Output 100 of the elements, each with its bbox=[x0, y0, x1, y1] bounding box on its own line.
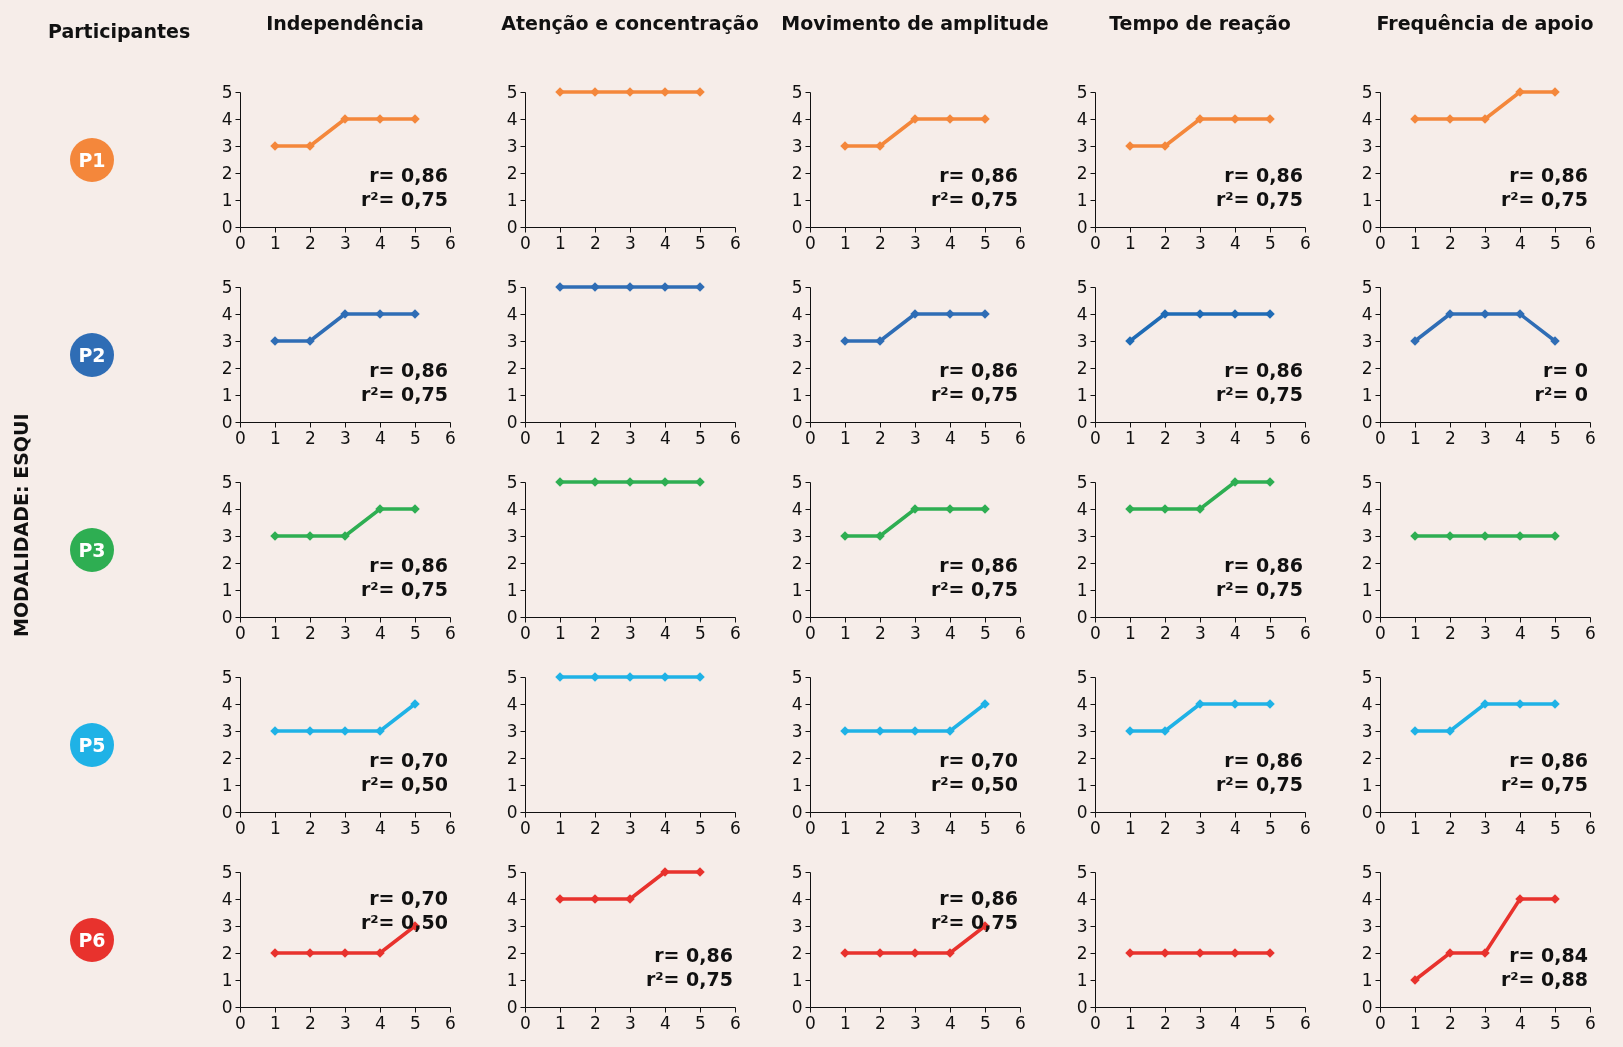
x-tick-label: 6 bbox=[1300, 817, 1311, 838]
y-tick-label: 1 bbox=[1361, 189, 1373, 210]
x-tick-label: 3 bbox=[1195, 427, 1206, 448]
x-tick-label: 4 bbox=[375, 232, 386, 253]
y-tick-label: 3 bbox=[1361, 135, 1373, 156]
x-tick-label: 5 bbox=[410, 622, 421, 643]
x-tick-label: 2 bbox=[875, 427, 886, 448]
x-tick-label: 3 bbox=[340, 427, 351, 448]
y-tick-label: 5 bbox=[221, 666, 233, 687]
x-tick-label: 0 bbox=[235, 1012, 246, 1033]
y-tick-label: 5 bbox=[1076, 861, 1088, 882]
y-tick-label: 1 bbox=[1076, 189, 1088, 210]
y-tick-label: 0 bbox=[506, 216, 518, 237]
y-tick-label: 5 bbox=[221, 276, 233, 297]
y-tick-label: 3 bbox=[791, 720, 803, 741]
y-tick-label: 4 bbox=[506, 498, 518, 519]
y-tick-label: 5 bbox=[506, 471, 518, 492]
y-tick-label: 1 bbox=[506, 384, 518, 405]
y-tick-label: 2 bbox=[221, 942, 233, 963]
y-tick-label: 3 bbox=[791, 135, 803, 156]
y-tick-label: 0 bbox=[1076, 606, 1088, 627]
x-tick-label: 0 bbox=[1375, 622, 1386, 643]
x-tick-label: 2 bbox=[590, 817, 601, 838]
x-tick-label: 2 bbox=[305, 232, 316, 253]
y-tick-label: 2 bbox=[1076, 942, 1088, 963]
annotation: r²= 0,75 bbox=[1500, 772, 1588, 795]
x-tick-label: 5 bbox=[1265, 817, 1276, 838]
y-tick-label: 0 bbox=[221, 801, 233, 822]
x-tick-label: 2 bbox=[305, 622, 316, 643]
y-tick-label: 2 bbox=[1076, 357, 1088, 378]
chart-title: Frequência de apoio bbox=[1375, 11, 1595, 36]
x-tick-label: 6 bbox=[1300, 427, 1311, 448]
y-tick-label: 5 bbox=[506, 666, 518, 687]
y-tick-label: 3 bbox=[221, 330, 233, 351]
x-tick-label: 1 bbox=[1125, 817, 1136, 838]
x-tick-label: 1 bbox=[270, 817, 281, 838]
x-tick-label: 1 bbox=[1410, 817, 1421, 838]
y-tick-label: 5 bbox=[506, 81, 518, 102]
x-tick-label: 5 bbox=[980, 1012, 991, 1033]
y-tick-label: 2 bbox=[1361, 552, 1373, 573]
y-tick-label: 3 bbox=[221, 135, 233, 156]
y-tick-label: 5 bbox=[1076, 471, 1088, 492]
y-tick-label: 4 bbox=[221, 498, 233, 519]
y-tick-label: 1 bbox=[221, 774, 233, 795]
y-tick-label: 0 bbox=[506, 606, 518, 627]
x-tick-label: 5 bbox=[695, 622, 706, 643]
y-tick-label: 4 bbox=[1361, 303, 1373, 324]
y-tick-label: 2 bbox=[791, 747, 803, 768]
x-tick-label: 4 bbox=[945, 232, 956, 253]
y-tick-label: 2 bbox=[791, 942, 803, 963]
x-tick-label: 1 bbox=[555, 427, 566, 448]
y-tick-label: 1 bbox=[791, 969, 803, 990]
annotation: r²= 0,75 bbox=[1215, 577, 1303, 600]
annotation: r= 0,70 bbox=[369, 748, 448, 771]
x-tick-label: 3 bbox=[910, 232, 921, 253]
y-tick-label: 4 bbox=[221, 693, 233, 714]
annotation: r²= 0,75 bbox=[930, 382, 1018, 405]
annotation: r²= 0,75 bbox=[360, 187, 448, 210]
y-tick-label: 2 bbox=[221, 747, 233, 768]
annotation: r= 0,84 bbox=[1509, 943, 1588, 966]
y-tick-label: 2 bbox=[1076, 552, 1088, 573]
x-tick-label: 0 bbox=[1375, 427, 1386, 448]
y-tick-label: 2 bbox=[506, 552, 518, 573]
x-tick-label: 4 bbox=[660, 232, 671, 253]
y-tick-label: 0 bbox=[1361, 411, 1373, 432]
x-tick-label: 3 bbox=[625, 1012, 636, 1033]
x-tick-label: 0 bbox=[520, 817, 531, 838]
y-tick-label: 4 bbox=[1361, 498, 1373, 519]
y-tick-label: 3 bbox=[1361, 525, 1373, 546]
y-tick-label: 1 bbox=[791, 774, 803, 795]
x-tick-label: 4 bbox=[945, 1012, 956, 1033]
y-tick-label: 1 bbox=[506, 189, 518, 210]
y-tick-label: 2 bbox=[221, 552, 233, 573]
y-tick-label: 0 bbox=[221, 996, 233, 1017]
y-tick-label: 0 bbox=[1361, 606, 1373, 627]
y-tick-label: 0 bbox=[791, 216, 803, 237]
annotation: r²= 0,75 bbox=[360, 577, 448, 600]
x-tick-label: 4 bbox=[375, 622, 386, 643]
x-tick-label: 4 bbox=[945, 427, 956, 448]
x-tick-label: 3 bbox=[340, 1012, 351, 1033]
x-tick-label: 4 bbox=[1515, 622, 1526, 643]
y-tick-label: 2 bbox=[791, 162, 803, 183]
y-tick-label: 1 bbox=[791, 579, 803, 600]
x-tick-label: 6 bbox=[730, 1012, 741, 1033]
x-tick-label: 5 bbox=[410, 817, 421, 838]
x-tick-label: 0 bbox=[805, 622, 816, 643]
y-tick-label: 0 bbox=[1361, 801, 1373, 822]
x-tick-label: 4 bbox=[375, 427, 386, 448]
y-tick-label: 3 bbox=[791, 915, 803, 936]
y-tick-label: 4 bbox=[221, 888, 233, 909]
x-tick-label: 4 bbox=[1230, 427, 1241, 448]
y-tick-label: 2 bbox=[1361, 162, 1373, 183]
x-tick-label: 5 bbox=[695, 427, 706, 448]
x-tick-label: 5 bbox=[980, 232, 991, 253]
x-tick-label: 5 bbox=[1550, 232, 1561, 253]
y-tick-label: 1 bbox=[221, 384, 233, 405]
x-tick-label: 0 bbox=[805, 427, 816, 448]
annotation: r= 0,86 bbox=[1224, 553, 1303, 576]
y-axis-title: P1 bbox=[70, 137, 114, 182]
y-tick-label: 4 bbox=[221, 108, 233, 129]
